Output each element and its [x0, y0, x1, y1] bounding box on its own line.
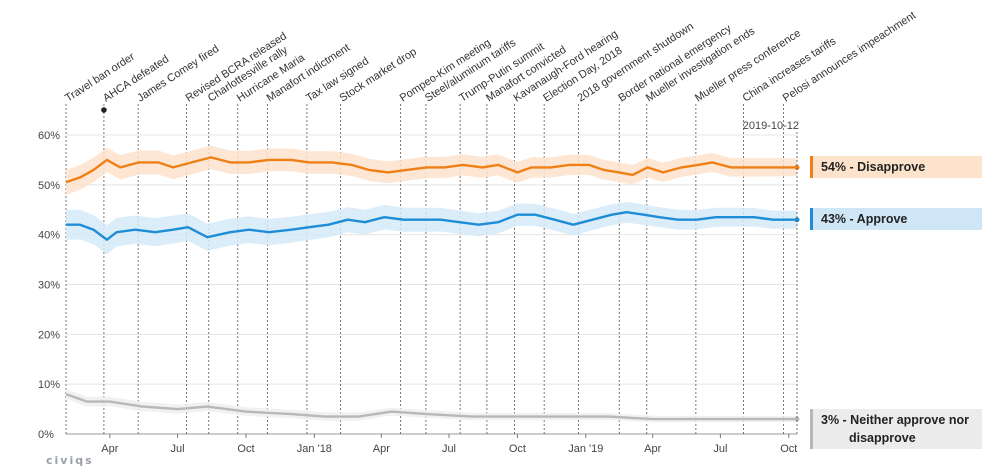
- y-tick-label: 30%: [38, 280, 60, 292]
- band-1: [66, 201, 797, 255]
- band-2: [66, 389, 797, 423]
- y-tick-label: 50%: [38, 180, 60, 192]
- legend-neither-label-line1: 3% - Neither approve nor: [821, 413, 969, 427]
- y-tick-label: 40%: [38, 230, 60, 242]
- x-tick-label: Jul: [713, 443, 727, 455]
- x-tick-label: Apr: [373, 443, 390, 455]
- y-axis-ticks: 0% 10% 20% 30% 40% 50% 60%: [38, 130, 60, 441]
- y-tick-label: 20%: [38, 329, 60, 341]
- series-end-point-0: [794, 164, 800, 170]
- series-line-2: [65, 392, 797, 421]
- series-end-point-2: [794, 416, 800, 422]
- current-date-label: 2019-10-12: [743, 120, 799, 132]
- x-tick-label: Apr: [101, 443, 118, 455]
- x-axis-ticks: Apr Jul Oct Jan '18 Apr Jul Oct Jan '19 Apr Jul Oc…: [101, 434, 797, 455]
- event-lines: [65, 104, 785, 434]
- x-tick-label: Jan '18: [297, 443, 332, 455]
- x-tick-label: Oct: [780, 443, 797, 455]
- x-tick-label: Jan '19: [568, 443, 603, 455]
- x-tick-label: Apr: [644, 443, 661, 455]
- x-tick-label: Jul: [171, 443, 185, 455]
- legend-neither-label-line2: disapprove: [849, 431, 916, 445]
- legend-disapprove[interactable]: 54% - Disapprove: [810, 156, 982, 178]
- legend-disapprove-label: 54% - Disapprove: [821, 160, 926, 174]
- series-line-1: [66, 210, 797, 241]
- event-marker-dot: [101, 107, 107, 113]
- legend-approve[interactable]: 43% - Approve: [810, 208, 982, 230]
- x-tick-label: Jul: [442, 443, 456, 455]
- y-tick-label: 10%: [38, 379, 60, 391]
- x-tick-label: Oct: [237, 443, 254, 455]
- chart-annotations: 2019-10-12: [101, 107, 799, 434]
- x-tick-label: Oct: [509, 443, 526, 455]
- series-line-0: [65, 156, 797, 184]
- y-tick-label: 0%: [38, 429, 54, 441]
- legend-approve-label: 43% - Approve: [821, 212, 908, 226]
- band-0: [66, 145, 797, 195]
- y-tick-label: 60%: [38, 130, 60, 142]
- legend-neither[interactable]: 3% - Neither approve nor disapprove: [810, 409, 982, 449]
- brand-logo: civiqs: [46, 454, 94, 467]
- series-end-point-1: [794, 217, 800, 223]
- grid-lines: [66, 134, 797, 435]
- series-lines: [65, 156, 800, 422]
